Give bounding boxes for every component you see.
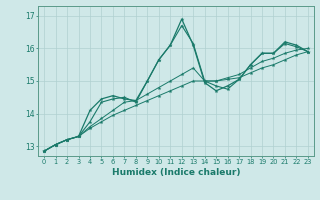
X-axis label: Humidex (Indice chaleur): Humidex (Indice chaleur) [112,168,240,177]
